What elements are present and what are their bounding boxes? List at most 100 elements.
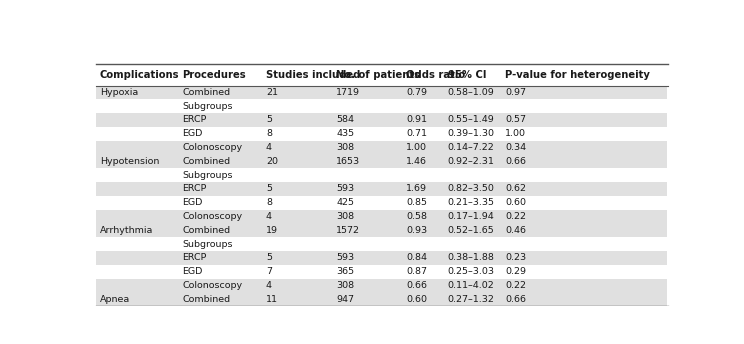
Text: 0.17–1.94: 0.17–1.94 (448, 212, 494, 221)
Text: Apnea: Apnea (100, 295, 130, 304)
Text: 308: 308 (336, 281, 354, 290)
Text: Colonoscopy: Colonoscopy (182, 212, 243, 221)
Text: P-value for heterogeneity: P-value for heterogeneity (505, 69, 650, 80)
Text: 0.21–3.35: 0.21–3.35 (448, 198, 495, 207)
Bar (96, 141, 667, 154)
Text: 0.79: 0.79 (406, 88, 427, 97)
Text: Subgroups: Subgroups (182, 240, 233, 249)
Text: 20: 20 (266, 157, 278, 166)
Bar (96, 113, 667, 127)
Text: 1572: 1572 (336, 226, 360, 235)
Text: EGD: EGD (182, 198, 203, 207)
Text: Combined: Combined (182, 295, 231, 304)
Text: 0.60: 0.60 (406, 295, 427, 304)
Text: 0.66: 0.66 (406, 281, 427, 290)
Text: 1.46: 1.46 (406, 157, 427, 166)
Text: 0.93: 0.93 (406, 226, 427, 235)
Text: 0.84: 0.84 (406, 254, 427, 262)
Bar (96, 86, 667, 99)
Text: ERCP: ERCP (182, 116, 207, 125)
Text: 593: 593 (336, 254, 354, 262)
Text: 0.38–1.88: 0.38–1.88 (448, 254, 495, 262)
Text: 308: 308 (336, 212, 354, 221)
Text: Combined: Combined (182, 226, 231, 235)
Text: Hypoxia: Hypoxia (100, 88, 138, 97)
Text: 0.27–1.32: 0.27–1.32 (448, 295, 495, 304)
Text: Colonoscopy: Colonoscopy (182, 281, 243, 290)
Text: 0.85: 0.85 (406, 198, 427, 207)
Bar (96, 154, 667, 168)
Text: 5: 5 (266, 254, 272, 262)
Text: 425: 425 (336, 198, 354, 207)
Text: 0.60: 0.60 (505, 198, 526, 207)
Text: 308: 308 (336, 143, 354, 152)
Text: Odds ratio: Odds ratio (406, 69, 465, 80)
Text: 0.25–3.03: 0.25–3.03 (448, 267, 495, 276)
Bar (96, 223, 667, 237)
Text: EGD: EGD (182, 129, 203, 138)
Bar (96, 265, 667, 279)
Text: 0.52–1.65: 0.52–1.65 (448, 226, 494, 235)
Bar (96, 127, 667, 141)
Text: 95% CI: 95% CI (448, 69, 486, 80)
Text: Subgroups: Subgroups (182, 171, 233, 180)
Text: 0.66: 0.66 (505, 295, 526, 304)
Text: 593: 593 (336, 184, 354, 193)
Text: 0.58–1.09: 0.58–1.09 (448, 88, 494, 97)
Text: 19: 19 (266, 226, 278, 235)
Text: ERCP: ERCP (182, 254, 207, 262)
Text: 4: 4 (266, 281, 272, 290)
Text: Studies included: Studies included (266, 69, 360, 80)
Text: 0.91: 0.91 (406, 116, 427, 125)
Text: Combined: Combined (182, 88, 231, 97)
Bar (96, 99, 667, 113)
Text: 0.22: 0.22 (505, 281, 526, 290)
Text: Hypotension: Hypotension (100, 157, 159, 166)
Bar (96, 209, 667, 223)
Text: 0.87: 0.87 (406, 267, 427, 276)
Text: Subgroups: Subgroups (182, 102, 233, 111)
Text: 0.29: 0.29 (505, 267, 526, 276)
Text: 1653: 1653 (336, 157, 360, 166)
Text: 4: 4 (266, 212, 272, 221)
Text: 21: 21 (266, 88, 278, 97)
Bar (96, 196, 667, 209)
Text: 0.66: 0.66 (505, 157, 526, 166)
Text: 0.58: 0.58 (406, 212, 427, 221)
Text: 5: 5 (266, 184, 272, 193)
Text: 0.46: 0.46 (505, 226, 526, 235)
Text: 0.23: 0.23 (505, 254, 527, 262)
Text: 5: 5 (266, 116, 272, 125)
Text: 4: 4 (266, 143, 272, 152)
Text: Complications: Complications (100, 69, 179, 80)
Bar (96, 292, 667, 306)
Text: 0.55–1.49: 0.55–1.49 (448, 116, 494, 125)
Text: Procedures: Procedures (182, 69, 246, 80)
Text: 1.69: 1.69 (406, 184, 427, 193)
Text: Combined: Combined (182, 157, 231, 166)
Text: No. of patients: No. of patients (336, 69, 420, 80)
Text: 8: 8 (266, 129, 272, 138)
Text: EGD: EGD (182, 267, 203, 276)
Text: 0.92–2.31: 0.92–2.31 (448, 157, 495, 166)
Text: 0.39–1.30: 0.39–1.30 (448, 129, 495, 138)
Text: 365: 365 (336, 267, 354, 276)
Text: 0.57: 0.57 (505, 116, 526, 125)
Text: 0.82–3.50: 0.82–3.50 (448, 184, 495, 193)
Text: 0.97: 0.97 (505, 88, 526, 97)
Text: 1719: 1719 (336, 88, 360, 97)
Text: 8: 8 (266, 198, 272, 207)
Text: Colonoscopy: Colonoscopy (182, 143, 243, 152)
Text: 584: 584 (336, 116, 354, 125)
Bar (96, 182, 667, 196)
Text: 435: 435 (336, 129, 354, 138)
Text: ERCP: ERCP (182, 184, 207, 193)
Text: 0.11–4.02: 0.11–4.02 (448, 281, 494, 290)
Text: 947: 947 (336, 295, 354, 304)
Bar (96, 237, 667, 251)
Text: 1.00: 1.00 (505, 129, 526, 138)
Text: 0.14–7.22: 0.14–7.22 (448, 143, 494, 152)
Bar (96, 279, 667, 292)
Text: 7: 7 (266, 267, 272, 276)
Text: 0.22: 0.22 (505, 212, 526, 221)
